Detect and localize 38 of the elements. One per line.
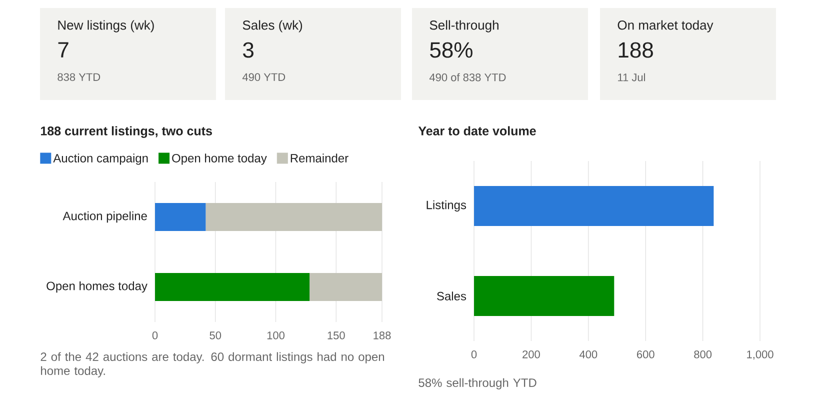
x-tick-label: 188 bbox=[374, 332, 391, 340]
x-tick-label: 800 bbox=[694, 350, 712, 358]
x-tick-label: 50 bbox=[210, 332, 222, 340]
x-tick-label: 200 bbox=[522, 350, 540, 358]
bar bbox=[155, 203, 206, 231]
text: 490 of 838 YTD bbox=[429, 73, 506, 82]
legend-label: Open home today bbox=[172, 154, 267, 165]
text: 58% bbox=[430, 42, 472, 58]
x-tick-label: 150 bbox=[328, 332, 345, 340]
legend-label: Auction campaign bbox=[53, 154, 148, 165]
bar bbox=[206, 203, 382, 231]
text: 2 of the 42 auctions are today. 60 dormant listings had no open home today. bbox=[40, 352, 384, 378]
text: Sell-through bbox=[430, 20, 498, 32]
x-tick-label: 400 bbox=[579, 350, 598, 358]
x-tick-label: 0 bbox=[152, 332, 158, 340]
bar bbox=[310, 273, 382, 301]
legend-label: Remainder bbox=[290, 154, 348, 162]
y-tick-label: Auction pipeline bbox=[62, 211, 147, 223]
text: 490 YTD bbox=[242, 73, 286, 81]
text: 7 bbox=[58, 42, 68, 58]
bar bbox=[155, 273, 310, 301]
x-tick-label: 600 bbox=[637, 350, 654, 358]
x-tick-label: 100 bbox=[267, 332, 284, 340]
chart-title: 188 current listings, two cuts bbox=[40, 126, 212, 138]
text: New listings (wk) bbox=[58, 20, 154, 32]
text: 58% sell-through YTD bbox=[418, 378, 536, 390]
chart-title: Year to date volume bbox=[418, 126, 536, 136]
text: 3 bbox=[243, 42, 254, 58]
text: 838 YTD bbox=[58, 73, 100, 81]
x-tick-label: 1,000 bbox=[747, 350, 774, 360]
text: Sales (wk) bbox=[242, 20, 302, 32]
text: 188 bbox=[618, 42, 653, 58]
text: On market today bbox=[618, 20, 714, 32]
y-tick-label: Open homes today bbox=[46, 281, 148, 293]
x-tick-label: 0 bbox=[471, 350, 477, 358]
y-tick-label: Listings bbox=[426, 200, 466, 212]
y-tick-label: Sales bbox=[437, 292, 466, 300]
text: 11 Jul bbox=[618, 73, 645, 82]
